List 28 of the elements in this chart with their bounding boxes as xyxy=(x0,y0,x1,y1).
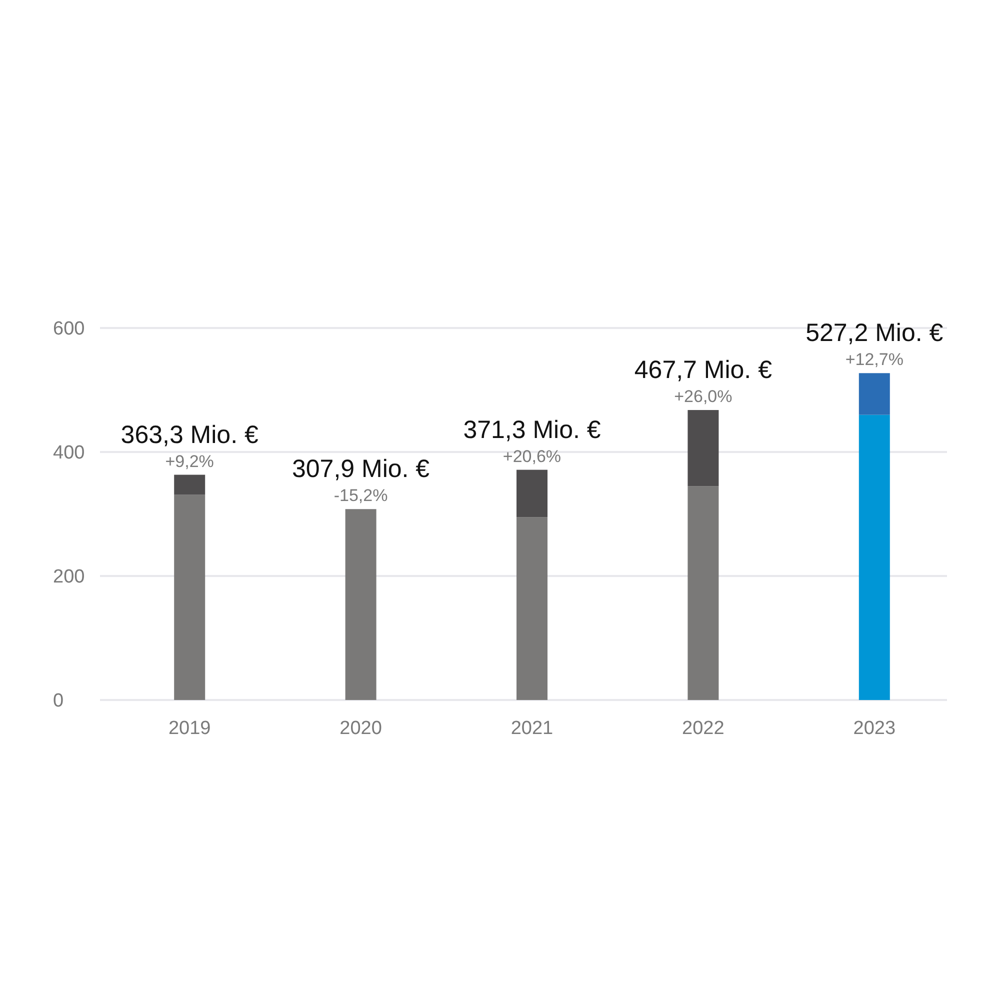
y-tick-label: 0 xyxy=(53,690,64,712)
bar xyxy=(174,494,206,700)
x-tick-label: 2023 xyxy=(853,718,896,739)
total-label: 307,9 Mio. € xyxy=(292,455,430,484)
bar xyxy=(858,414,890,700)
x-tick-label: 2019 xyxy=(168,718,211,739)
y-tick-label: 600 xyxy=(53,318,85,340)
annotation: -15,2% xyxy=(334,486,388,506)
bar xyxy=(516,470,548,518)
total-label: 527,2 Mio. € xyxy=(806,319,944,348)
annotation: +12,7% xyxy=(845,350,904,370)
annotation: +26,0% xyxy=(674,387,732,406)
total-label: 467,7 Mio. € xyxy=(634,356,772,384)
y-tick-label: 400 xyxy=(53,442,85,464)
x-tick-label: 2021 xyxy=(510,718,554,739)
total-label: 371,3 Mio. € xyxy=(463,416,601,444)
bar xyxy=(516,517,548,700)
bar xyxy=(174,474,206,495)
bar xyxy=(688,410,719,486)
x-tick-label: 2020 xyxy=(340,718,382,739)
total-label: 363,3 Mio. € xyxy=(120,420,258,449)
y-tick-label: 200 xyxy=(53,566,85,588)
annotation: +9,2% xyxy=(165,452,214,471)
annotation: +20,6% xyxy=(502,446,562,466)
bar xyxy=(858,373,890,415)
bar xyxy=(688,486,719,700)
x-tick-label: 2022 xyxy=(682,718,724,739)
bar xyxy=(345,509,376,700)
